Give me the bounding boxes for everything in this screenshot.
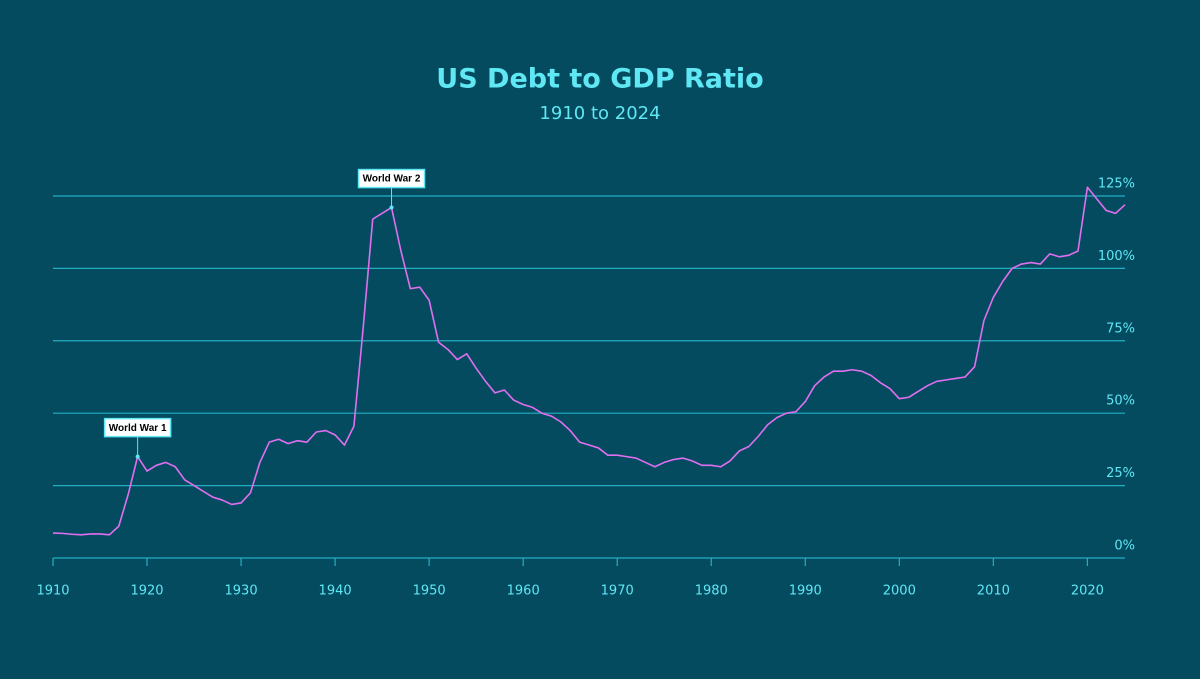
annotation-text: World War 2 (363, 174, 421, 185)
x-tick-label: 2000 (883, 584, 916, 599)
x-tick-label: 1910 (36, 584, 69, 599)
chart-subtitle: 1910 to 2024 (539, 103, 660, 124)
chart-title: US Debt to GDP Ratio (436, 64, 763, 95)
x-tick-label: 1940 (319, 584, 352, 599)
annotation-box (103, 417, 172, 438)
annotation-text: World War 1 (109, 423, 167, 434)
x-tick-label: 2020 (1071, 584, 1104, 599)
x-tick-label: 1980 (695, 584, 728, 599)
x-tick-label: 1990 (789, 584, 822, 599)
y-tick-label: 25% (1106, 466, 1135, 481)
y-tick-label: 125% (1098, 176, 1135, 191)
y-tick-label: 50% (1106, 394, 1135, 409)
y-tick-label: 100% (1098, 249, 1135, 264)
annotation-box (357, 168, 426, 189)
x-tick-label: 1950 (413, 584, 446, 599)
x-tick-label: 1930 (225, 584, 258, 599)
x-tick-label: 1920 (130, 584, 163, 599)
annotation-point (389, 205, 394, 210)
y-tick-label: 75% (1106, 321, 1135, 336)
y-tick-label: 0% (1114, 539, 1135, 554)
x-tick-label: 1970 (601, 584, 634, 599)
x-tick-label: 1960 (507, 584, 540, 599)
annotation-point (135, 454, 140, 459)
line-series (52, 186, 1126, 536)
x-tick-label: 2010 (977, 584, 1010, 599)
